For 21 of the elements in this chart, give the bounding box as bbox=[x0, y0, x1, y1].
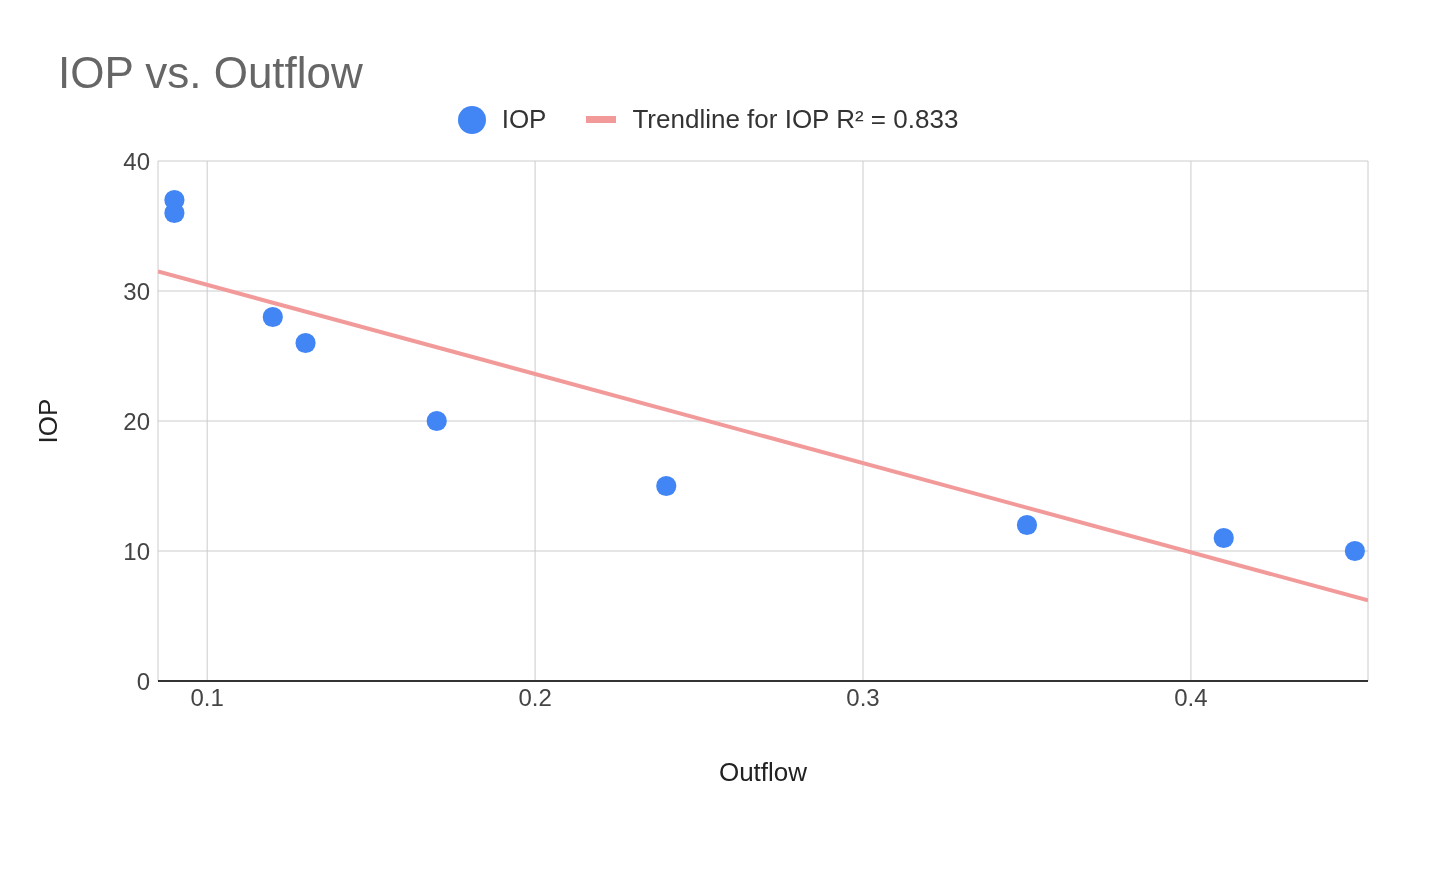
point bbox=[1213, 527, 1234, 549]
x-tick-label: 0.4 bbox=[1174, 684, 1208, 712]
chart-title: IOP vs. Outflow bbox=[57, 47, 364, 98]
y-tick-label: 30 bbox=[123, 277, 150, 305]
y-tick-label: 10 bbox=[123, 537, 150, 565]
point bbox=[1016, 514, 1038, 536]
point bbox=[426, 410, 447, 432]
point bbox=[1344, 540, 1365, 562]
x-axis-title: Outflow bbox=[718, 757, 808, 787]
x-tick-label: 0.3 bbox=[846, 684, 880, 712]
y-tick-label: 20 bbox=[123, 407, 150, 435]
point bbox=[262, 306, 283, 328]
point bbox=[656, 475, 677, 497]
x-tick-label: 0.2 bbox=[518, 684, 552, 712]
point bbox=[295, 332, 316, 354]
y-tick-label: 40 bbox=[123, 147, 150, 175]
y-tick-label: 0 bbox=[136, 667, 150, 695]
legend-label: Trendline for IOP R² = 0.833 bbox=[632, 104, 959, 135]
legend-label: IOP bbox=[501, 104, 547, 135]
y-axis-title: IOP bbox=[33, 398, 64, 444]
x-tick-label: 0.1 bbox=[190, 684, 224, 712]
